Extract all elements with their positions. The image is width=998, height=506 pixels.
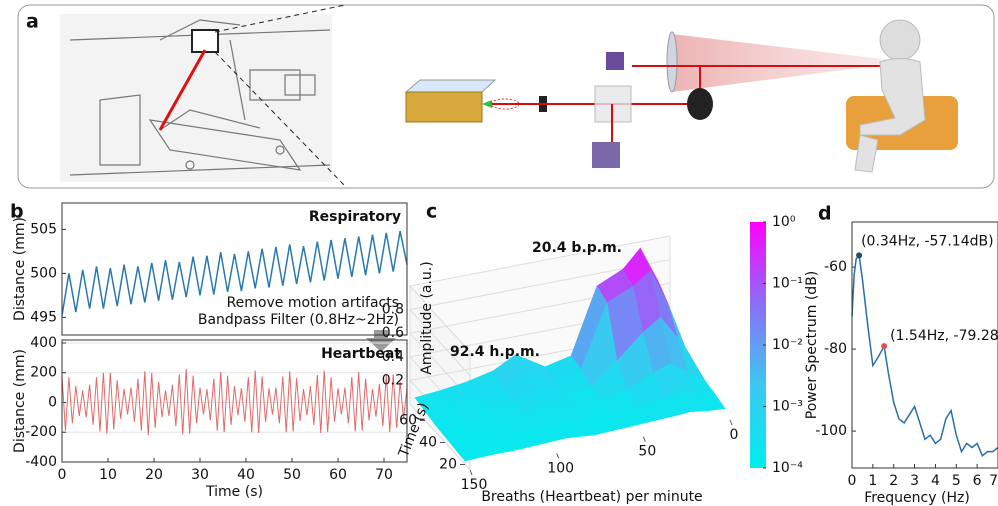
- x-tick-label: 3: [910, 473, 919, 489]
- person-head: [879, 19, 921, 61]
- colorbar: [750, 222, 766, 468]
- x-tick-label: 30: [191, 467, 209, 483]
- x-tick: [729, 419, 733, 426]
- y-tick-label: 20: [439, 457, 457, 473]
- plot-title: Heartbeat: [321, 346, 401, 362]
- x-tick-label: 1: [868, 473, 877, 489]
- series-line: [61, 231, 408, 316]
- beam-cone: [672, 34, 890, 92]
- x-tick-label: 2: [889, 473, 898, 489]
- laser-beam: [158, 49, 207, 131]
- annotation: 20.4 b.p.m.: [532, 240, 622, 256]
- x-tick-label: 20: [145, 467, 163, 483]
- zoom-line: [214, 4, 346, 33]
- y-tick-label: 400: [30, 335, 57, 351]
- person-body: [859, 58, 926, 136]
- x-tick-label: 4: [931, 473, 940, 489]
- x-tick-label: 100: [547, 460, 574, 476]
- mirror: [687, 88, 713, 120]
- x-tick-label: 60: [329, 467, 347, 483]
- laser-top: [404, 79, 497, 93]
- y-tick-label: 500: [30, 265, 57, 281]
- person-leg: [854, 134, 879, 173]
- annotation: 92.4 h.p.m.: [450, 344, 540, 360]
- grid-line: [409, 259, 671, 376]
- detector: [606, 52, 624, 70]
- z-tick-label: 0.4: [382, 349, 404, 365]
- z-tick-label: 0.6: [382, 325, 404, 341]
- detector: [592, 142, 620, 168]
- series-line: [851, 253, 998, 457]
- x-tick-label: 40: [237, 467, 255, 483]
- y-tick-label: 505: [30, 221, 57, 237]
- panel-label: d: [818, 203, 832, 225]
- x-tick-label: 50: [283, 467, 301, 483]
- surface-patch: [454, 442, 492, 462]
- sensor-box: [191, 29, 219, 53]
- peak-label: (0.34Hz, -57.14dB): [861, 233, 994, 249]
- y-tick-label: -80: [824, 341, 847, 357]
- x-tick: [556, 453, 560, 459]
- laser-source: [405, 91, 483, 123]
- z-tick-label: 0.2: [382, 372, 404, 388]
- plot-title: Respiratory: [309, 209, 401, 225]
- x-tick-label: 0: [848, 473, 857, 489]
- peak-marker: [856, 252, 863, 259]
- plot-frame: [61, 202, 408, 336]
- x-axis-label: Time (s): [205, 484, 263, 500]
- y-tick-label: 0: [48, 394, 57, 410]
- x-tick-label: 0: [730, 427, 739, 443]
- y-tick-label: -400: [25, 454, 57, 470]
- y-tick-label: -100: [815, 423, 847, 439]
- lens: [666, 31, 678, 93]
- colorbar-tick-label: 10⁻¹: [772, 276, 803, 292]
- x-tick-label: 150: [461, 477, 488, 493]
- x-tick-label: 50: [638, 444, 656, 460]
- x-axis-label: Frequency (Hz): [864, 490, 970, 506]
- x-tick-label: 6: [973, 473, 982, 489]
- colorbar-tick-label: 10⁻³: [772, 399, 803, 415]
- y-axis-label: Power Spectrum (dB): [804, 271, 820, 419]
- x-tick-label: 7: [989, 473, 998, 489]
- colorbar-tick-label: 10⁰: [772, 214, 796, 230]
- x-tick-label: 5: [952, 473, 961, 489]
- y-tick-label: -200: [25, 424, 57, 440]
- zoom-line: [214, 51, 346, 187]
- colorbar-tick-label: 10⁻⁴: [772, 460, 803, 476]
- x-tick: [469, 469, 473, 476]
- x-axis-label: Breaths (Heartbeat) per minute: [481, 489, 702, 505]
- green-arrow: [482, 100, 492, 108]
- x-tick: [642, 436, 646, 442]
- y-tick-label: 60: [399, 413, 417, 429]
- x-tick-label: 70: [375, 467, 393, 483]
- panel-label: b: [10, 201, 24, 223]
- x-tick-label: 10: [99, 467, 117, 483]
- plot-frame: [61, 339, 408, 463]
- y-axis-label: Distance (mm): [12, 349, 28, 453]
- x-tick-label: 0: [58, 467, 67, 483]
- annotation: Bandpass Filter (0.8Hz~2Hz): [198, 312, 399, 328]
- process-arrow: [366, 330, 396, 352]
- panel-label: a: [26, 11, 39, 33]
- peak-marker: [881, 343, 888, 350]
- plot-frame: [851, 221, 998, 469]
- annotation: Remove motion artifacts: [227, 295, 399, 311]
- y-tick-label: 200: [30, 365, 57, 381]
- series-line: [61, 368, 408, 436]
- peak-label: (1.54Hz, -79.28dB): [890, 328, 998, 344]
- y-axis-label: Time (s): [396, 401, 433, 461]
- z-axis-label: Amplitude (a.u.): [419, 261, 435, 374]
- panel-label: c: [426, 201, 437, 223]
- grid-line: [409, 282, 671, 400]
- y-axis-label: Distance (mm): [12, 217, 28, 321]
- z-tick-label: 0.8: [382, 302, 404, 318]
- y-tick-label: -60: [824, 259, 847, 275]
- panel-a: [17, 4, 995, 189]
- y-tick-label: 40: [419, 435, 437, 451]
- colorbar-tick-label: 10⁻²: [772, 337, 803, 353]
- y-tick-label: 495: [30, 309, 57, 325]
